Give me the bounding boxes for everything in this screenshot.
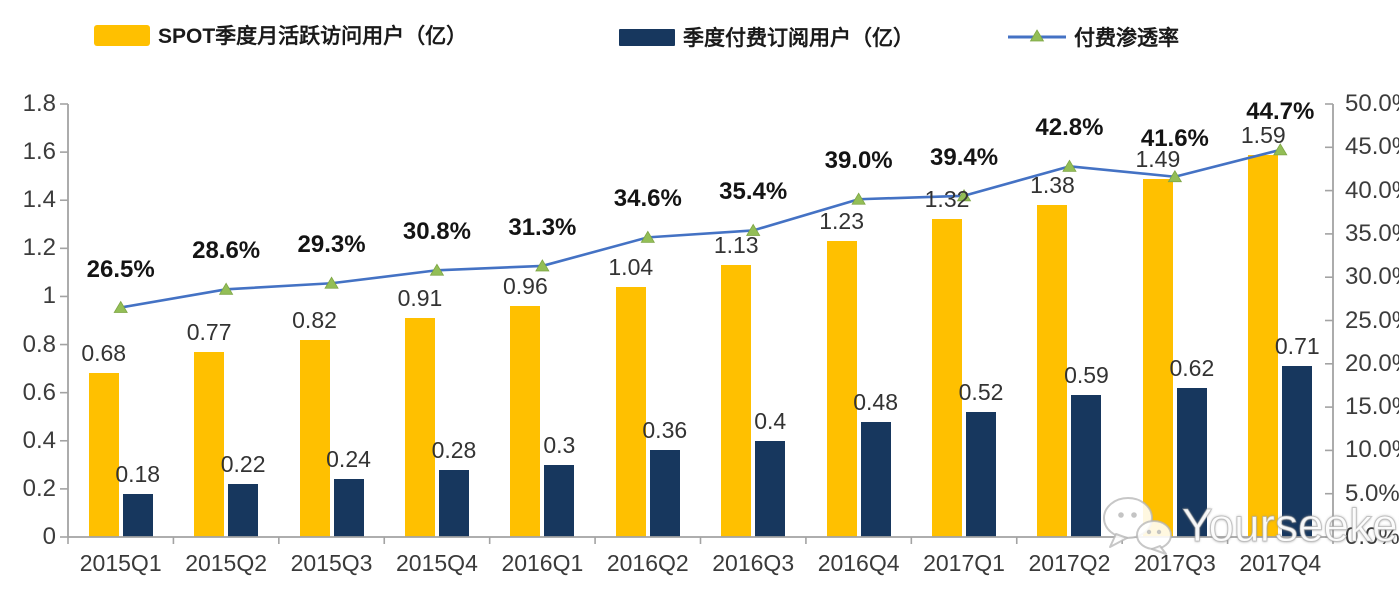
subs-bar (1071, 395, 1102, 537)
penetration-marker (1062, 159, 1077, 172)
subs-bar (122, 493, 153, 537)
watermark: Yourseeker (1100, 494, 1399, 556)
penetration-marker (1273, 143, 1288, 156)
line-marker-legend-icon (1008, 29, 1066, 42)
penetration-marker (535, 259, 550, 272)
legend-item-subs: 季度付费订阅用户（亿） (619, 22, 914, 52)
wechat-icon (1103, 497, 1172, 555)
mau-bar (1037, 205, 1068, 537)
penetration-marker (113, 300, 128, 313)
subs-bar (544, 464, 575, 537)
penetration-marker (218, 282, 234, 295)
subs-bar (755, 440, 786, 537)
mau-legend-swatch-icon (94, 24, 150, 46)
subs-bar (333, 479, 364, 537)
penetration-marker (851, 192, 866, 205)
penetration-marker (956, 189, 972, 202)
penetration-marker (640, 230, 655, 243)
mau-legend-label: SPOT季度月活跃访问用户（亿） (158, 25, 468, 48)
subs-legend-swatch-icon (619, 28, 675, 46)
mau-bar (299, 339, 330, 537)
subs-bar (438, 469, 469, 537)
legend-item-penetration: 付费渗透率 (1008, 22, 1179, 52)
legend-item-mau: SPOT季度月活跃访问用户（亿） (94, 20, 467, 50)
penetration-marker (324, 276, 339, 289)
chart-legend: SPOT季度月活跃访问用户（亿） 季度付费订阅用户（亿） 付费渗透率 (0, 16, 1399, 52)
watermark-text: Yourseeker (1181, 499, 1399, 552)
penetration-legend-label: 付费渗透率 (1074, 27, 1179, 50)
subs-legend-label: 季度付费订阅用户（亿） (683, 27, 914, 50)
penetration-marker (429, 263, 445, 276)
subs-bar (1176, 387, 1207, 537)
subs-bar (966, 411, 997, 537)
mau-bar (1248, 154, 1279, 537)
subs-bar (228, 484, 259, 537)
penetration-line (120, 148, 1281, 309)
mau-bar (615, 286, 646, 537)
mau-bar (932, 219, 963, 537)
subs-bar (1282, 366, 1313, 537)
penetration-marker (746, 223, 761, 236)
subs-bar (860, 421, 891, 537)
mau-bar (404, 318, 435, 537)
mau-bar (88, 373, 119, 537)
penetration-marker (1167, 169, 1183, 183)
subs-bar (649, 450, 680, 537)
mau-bar (510, 306, 541, 537)
mau-bar (826, 241, 857, 537)
mau-bar (721, 265, 752, 537)
mau-bar (194, 351, 225, 537)
mau-bar (1142, 178, 1173, 537)
